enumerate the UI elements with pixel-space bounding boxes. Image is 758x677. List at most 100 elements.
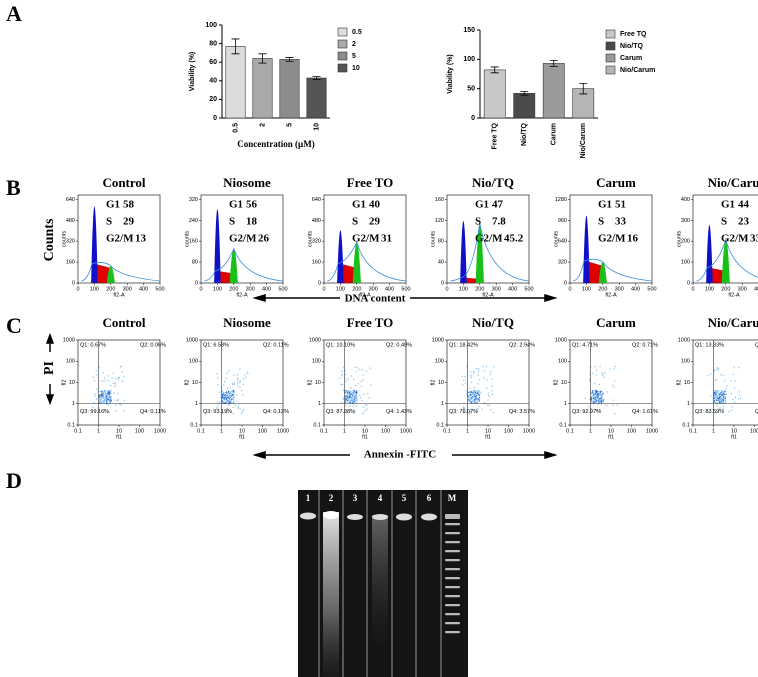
event-dot — [229, 386, 232, 389]
event-dot — [241, 410, 244, 412]
event-dot — [594, 365, 596, 368]
event-dot — [714, 402, 717, 404]
event-dot — [363, 393, 365, 395]
phase-value: 29 — [123, 216, 135, 228]
x-tick-label: 0 — [445, 286, 448, 292]
event-dot — [714, 379, 717, 382]
legend-swatch — [337, 51, 348, 61]
phase-value: 7.8 — [492, 216, 506, 228]
event-dot — [470, 397, 473, 399]
event-dot — [117, 393, 119, 395]
axis-name: fl2 — [307, 380, 313, 386]
event-dot — [227, 396, 229, 399]
event-dot — [733, 387, 736, 389]
y-tick-label: 240 — [189, 218, 198, 224]
event-dot — [594, 396, 597, 399]
y-tick-label: 40 — [438, 260, 444, 266]
event-dot — [731, 406, 733, 408]
y-tick-label: 1 — [564, 401, 567, 407]
x-tick-label: 100 — [459, 286, 468, 292]
event-dot — [115, 404, 117, 407]
event-dot — [98, 393, 100, 396]
event-dot — [366, 393, 369, 395]
x-tick-label: Nio/TQ — [521, 122, 528, 145]
phase-label: G1 — [106, 199, 120, 211]
event-dot — [489, 371, 492, 373]
event-dot — [487, 392, 490, 395]
y-tick-label: 300 — [681, 218, 690, 224]
event-dot — [234, 404, 236, 407]
event-dot — [105, 395, 108, 397]
event-dot — [722, 397, 724, 400]
event-dot — [713, 369, 716, 371]
plot-frame — [446, 194, 530, 284]
quadrant-label: Q2: 0.11% — [263, 342, 289, 348]
bar — [252, 58, 273, 119]
event-dot — [117, 398, 119, 401]
plot-title: Niosome — [223, 315, 271, 330]
event-dot — [100, 380, 103, 382]
event-dot — [224, 380, 226, 383]
event-dot — [237, 385, 239, 387]
event-dot — [350, 399, 352, 402]
event-dot — [242, 409, 245, 411]
event-dot — [117, 376, 119, 379]
event-dot — [488, 396, 491, 398]
event-dot — [732, 398, 734, 401]
fit-curve — [81, 261, 161, 282]
event-dot — [466, 365, 468, 368]
plot-title: Control — [102, 175, 145, 190]
error-bar — [258, 53, 267, 64]
x-tick-label: 500 — [401, 286, 410, 292]
event-dot — [587, 405, 589, 408]
event-dot — [595, 369, 598, 371]
event-dot — [95, 398, 98, 400]
event-dot — [612, 404, 614, 406]
x-tick-label: 1 — [712, 428, 715, 434]
event-dot — [613, 386, 615, 388]
event-dot — [602, 373, 604, 375]
event-dot — [469, 392, 471, 394]
axis-name: fl2 — [184, 380, 190, 386]
event-dot — [472, 390, 475, 393]
event-dot — [104, 399, 106, 401]
event-dot — [99, 396, 102, 399]
x-tick-label: 400 — [754, 286, 758, 292]
axis-name: counts — [430, 231, 436, 247]
x-tick-label: 1 — [343, 428, 346, 434]
event-dot — [361, 399, 363, 402]
event-dot — [352, 393, 354, 395]
x-tick-label: 200 — [598, 286, 607, 292]
event-dot — [223, 394, 226, 397]
event-dot — [123, 410, 125, 412]
event-dot — [478, 393, 481, 396]
y-tick-label: 10 — [192, 380, 198, 386]
event-dot — [477, 383, 479, 385]
x-tick-label: 400 — [508, 286, 517, 292]
x-tick-label: 100 — [336, 286, 345, 292]
event-dot — [469, 413, 471, 415]
ladder-band — [445, 586, 460, 589]
event-dot — [354, 384, 357, 387]
plot-title: Nio/TQ — [472, 315, 514, 330]
quadrant-label: Q2: 0.49% — [386, 342, 412, 348]
phase-label: G1 — [229, 199, 243, 211]
x-tick-label: Free TQ — [492, 122, 499, 149]
event-dot — [360, 385, 363, 387]
event-dot — [595, 392, 597, 395]
event-dot — [597, 397, 599, 399]
event-dot — [614, 365, 616, 368]
event-dot — [119, 366, 122, 368]
event-dot — [596, 390, 599, 393]
event-dot — [105, 379, 107, 381]
event-dot — [592, 400, 594, 403]
event-dot — [464, 382, 467, 384]
event-dot — [584, 397, 587, 399]
event-dot — [717, 367, 719, 370]
event-dot — [600, 393, 602, 396]
event-dot — [231, 397, 233, 399]
event-dot — [228, 394, 230, 396]
event-dot — [106, 400, 108, 403]
axis-name: fl2-A — [482, 292, 494, 298]
